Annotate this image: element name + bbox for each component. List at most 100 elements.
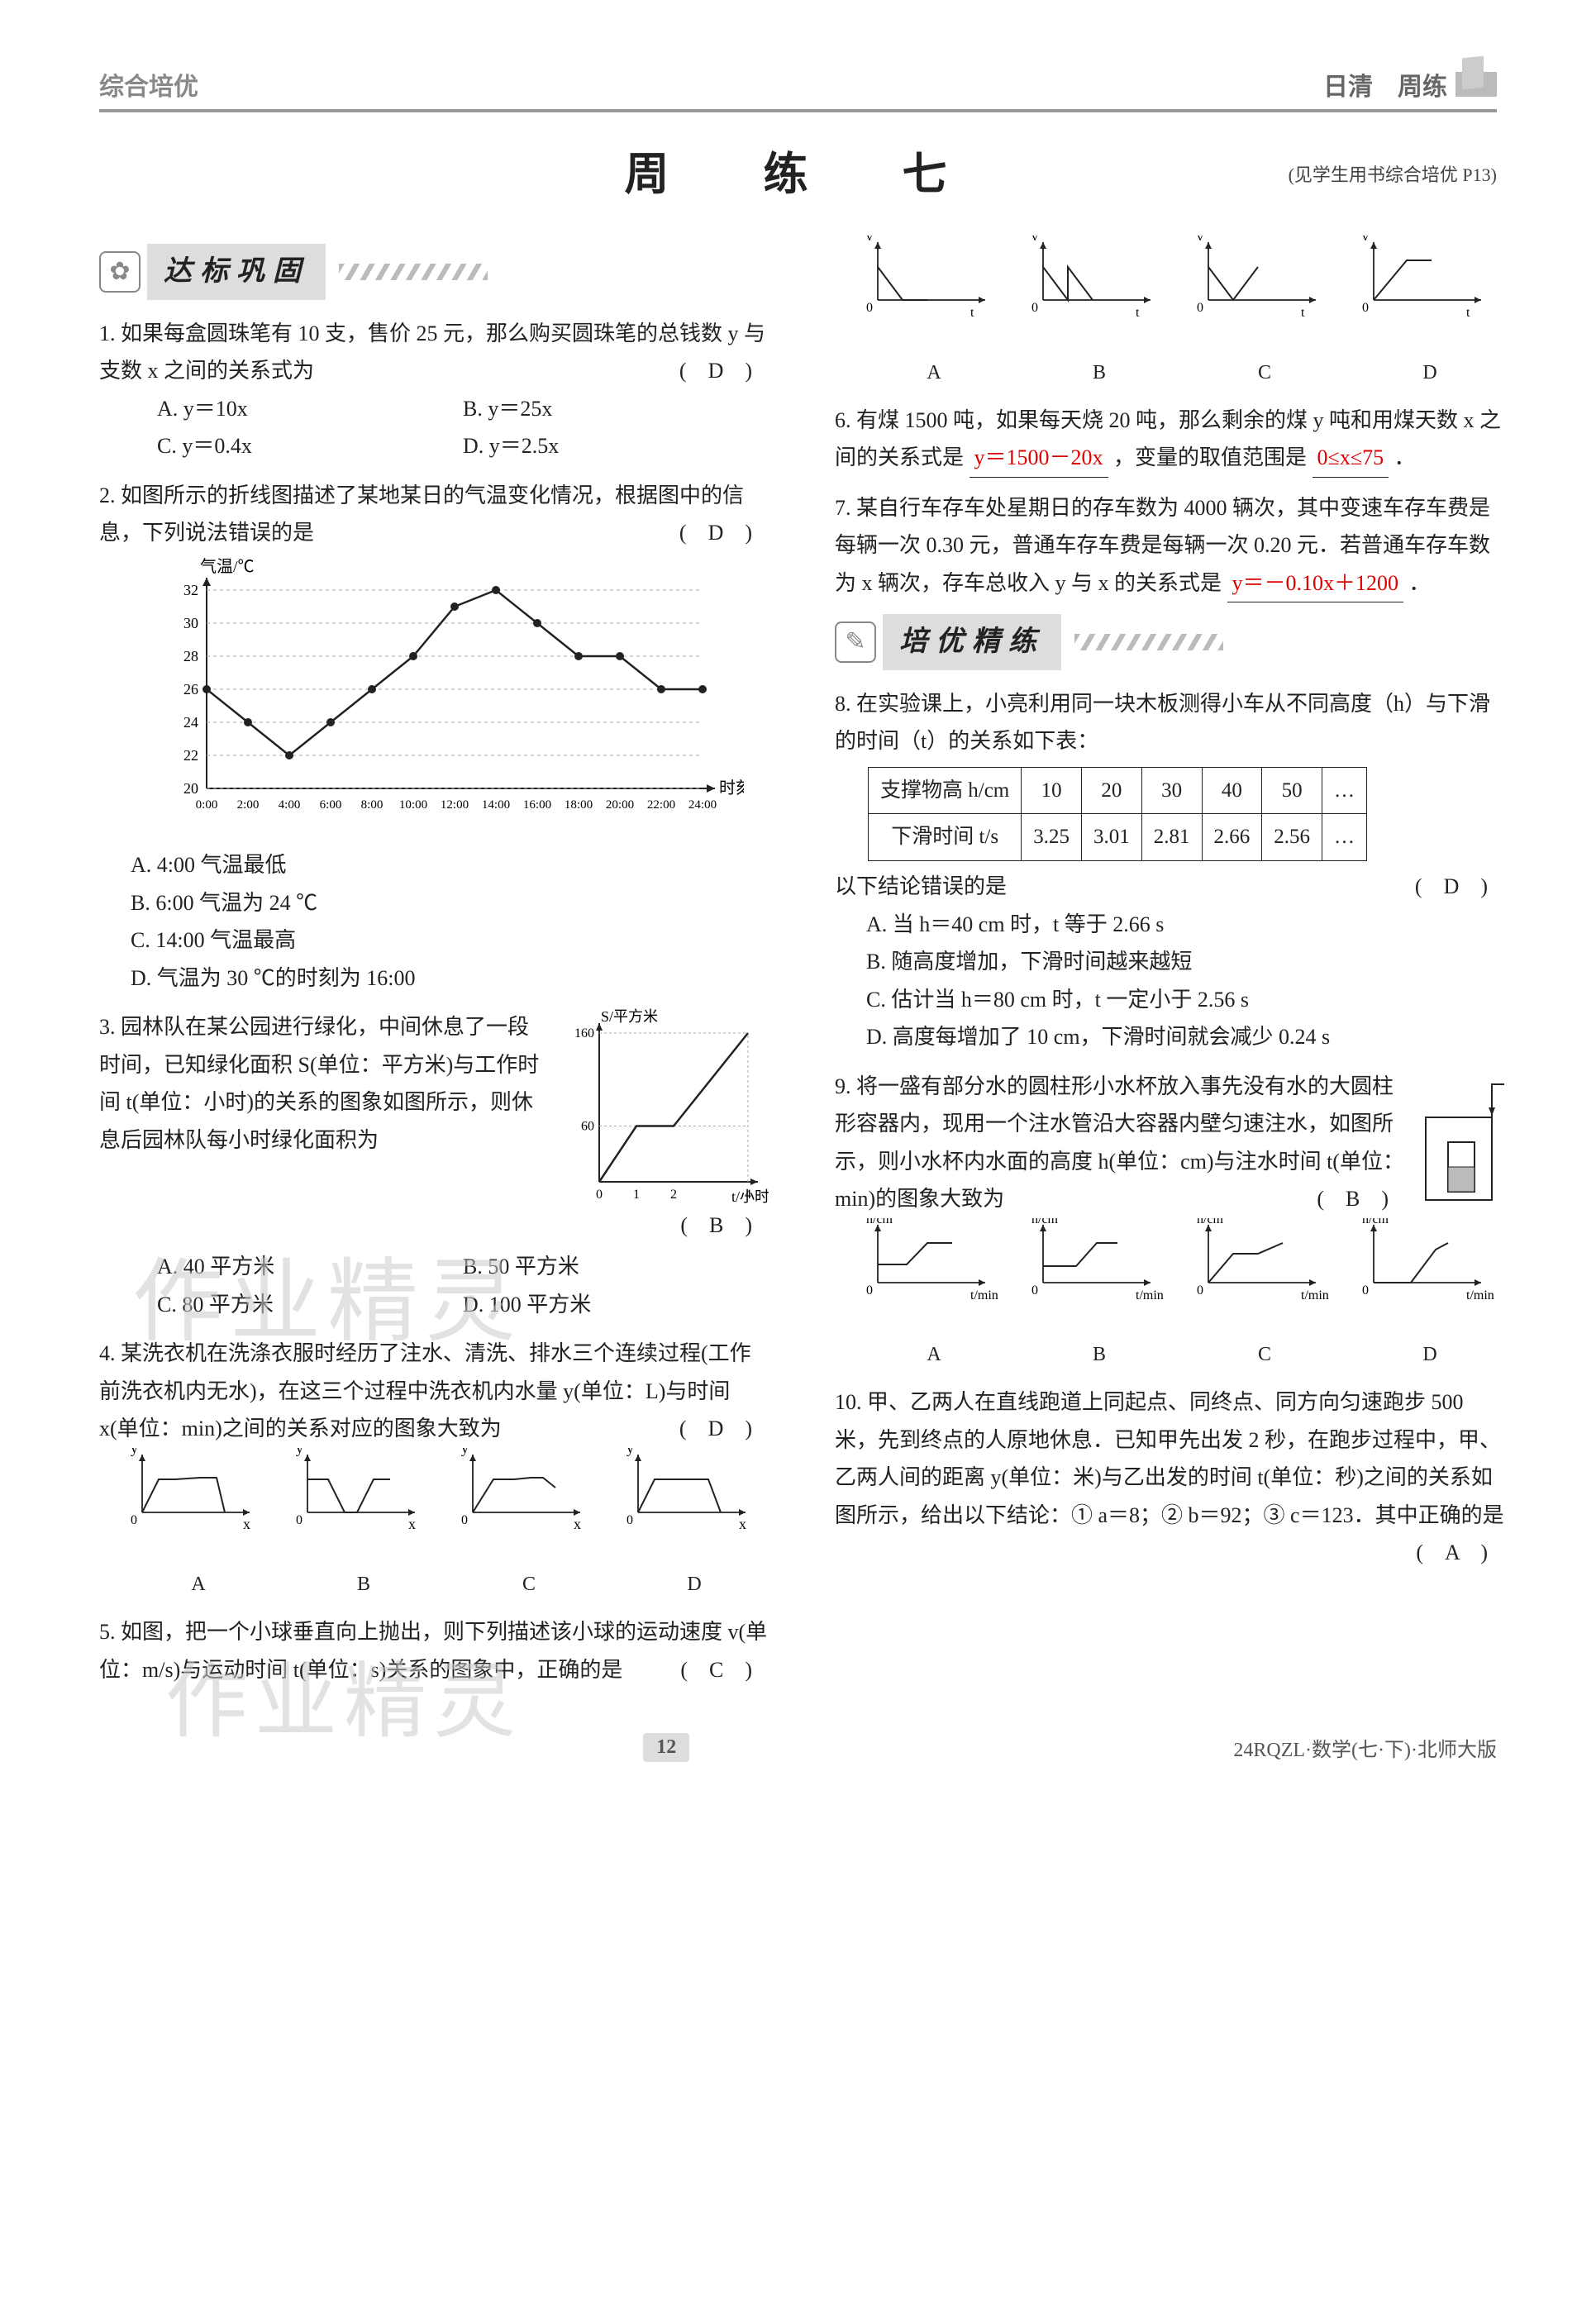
q9-answer: ( B ) xyxy=(1317,1180,1389,1218)
q8-follow: 以下结论错误的是 xyxy=(835,874,1007,898)
q2-opt-a: A. 4:00 气温最低 xyxy=(131,846,769,884)
q6-mid: ，变量的取值范围是 xyxy=(1113,445,1307,469)
q3-answer: ( B ) xyxy=(680,1207,752,1245)
svg-text:时刻: 时刻 xyxy=(719,779,744,798)
svg-text:h/cm: h/cm xyxy=(1031,1218,1059,1226)
svg-text:v: v xyxy=(1031,236,1038,244)
svg-text:t/min: t/min xyxy=(1136,1288,1164,1302)
q8-table: 支撑物高 h/cm1020304050…下滑时间 t/s3.253.012.81… xyxy=(868,767,1367,862)
svg-text:4:00: 4:00 xyxy=(279,798,301,812)
svg-text:t: t xyxy=(1466,306,1470,320)
svg-text:0: 0 xyxy=(866,1283,873,1298)
stripe-decoration xyxy=(1074,634,1223,650)
q3-chart: S/平方米t/小时601600124 xyxy=(554,1008,769,1207)
question-1: 1. 如果每盒圆珠笔有 10 支，售价 25 元，那么购买圆珠笔的总钱数 y 与… xyxy=(99,315,769,465)
table-row: 支撑物高 h/cm1020304050… xyxy=(869,767,1367,814)
gear-icon: ✿ xyxy=(99,251,141,293)
q3-opt-d: D. 100 平方米 xyxy=(463,1286,769,1324)
svg-text:2: 2 xyxy=(670,1188,677,1202)
q8-opt-c: C. 估计当 h＝80 cm 时，t 一定小于 2.56 s xyxy=(866,981,1504,1019)
stripe-decoration xyxy=(339,264,488,280)
svg-text:16:00: 16:00 xyxy=(523,798,551,812)
q1-answer: ( D ) xyxy=(679,352,752,390)
header-left: 综合培优 xyxy=(99,66,198,102)
table-cell: … xyxy=(1322,814,1367,861)
question-9: 9. 将一盛有部分水的圆柱形小水杯放入事先没有水的大圆柱形容器内，现用一个注水管… xyxy=(835,1068,1504,1373)
q3-opt-b: B. 50 平方米 xyxy=(463,1248,769,1286)
table-cell: … xyxy=(1322,767,1367,814)
svg-text:30: 30 xyxy=(183,615,198,631)
svg-text:0: 0 xyxy=(1031,1283,1038,1298)
svg-text:t: t xyxy=(1301,306,1305,320)
q5-charts: vt0Avt0Bvt0Cvt0D xyxy=(860,236,1504,390)
q1-opt-d: D. y＝2.5x xyxy=(463,427,769,465)
svg-text:1: 1 xyxy=(633,1188,640,1202)
q3-opt-a: A. 40 平方米 xyxy=(157,1248,463,1286)
svg-text:h/cm: h/cm xyxy=(1362,1218,1389,1226)
svg-text:22: 22 xyxy=(183,747,198,764)
svg-text:t/min: t/min xyxy=(970,1288,998,1302)
table-cell: 下滑时间 t/s xyxy=(869,814,1022,861)
table-cell: 40 xyxy=(1202,767,1262,814)
table-row: 下滑时间 t/s3.253.012.812.662.56… xyxy=(869,814,1367,861)
header-right: 日清 周练 xyxy=(1323,66,1497,102)
svg-text:18:00: 18:00 xyxy=(565,798,593,812)
svg-text:v: v xyxy=(866,236,873,244)
table-cell: 支撑物高 h/cm xyxy=(869,767,1022,814)
svg-text:0: 0 xyxy=(1031,301,1038,315)
question-4: 4. 某洗衣机在洗涤衣服时经历了注水、清洗、排水三个连续过程(工作前洗衣机内无水… xyxy=(99,1335,769,1602)
svg-text:4: 4 xyxy=(745,1188,751,1202)
q6-blank2: 0≤x≤75 xyxy=(1313,439,1389,478)
page-number: 12 xyxy=(643,1733,689,1762)
q4-answer: ( D ) xyxy=(679,1410,752,1448)
svg-text:气温/℃: 气温/℃ xyxy=(200,557,255,576)
svg-text:2:00: 2:00 xyxy=(237,798,260,812)
svg-text:0: 0 xyxy=(626,1513,633,1527)
svg-text:20: 20 xyxy=(183,780,198,797)
q1-opt-c: C. y＝0.4x xyxy=(157,427,463,465)
svg-text:0: 0 xyxy=(131,1513,137,1527)
svg-text:x: x xyxy=(574,1516,581,1532)
table-cell: 30 xyxy=(1141,767,1202,814)
svg-text:0: 0 xyxy=(1362,1283,1369,1298)
q9-charts: h/cmt/min0Ah/cmt/min0Bh/cmt/min0Ch/cmt/m… xyxy=(860,1218,1504,1373)
q1-opt-a: A. y＝10x xyxy=(157,390,463,428)
table-cell: 3.25 xyxy=(1022,814,1082,861)
question-7: 7. 某自行车存车处星期日的存车数为 4000 辆次，其中变速车存车费是每辆一次… xyxy=(835,489,1504,603)
book-icon xyxy=(1455,72,1497,97)
svg-text:x: x xyxy=(739,1516,746,1532)
question-8: 8. 在实验课上，小亮利用同一块木板测得小车从不同高度（h）与下滑的时间（t）的… xyxy=(835,685,1504,1056)
svg-text:t/min: t/min xyxy=(1301,1288,1329,1302)
pencil-icon: ✎ xyxy=(835,621,876,663)
svg-text:24: 24 xyxy=(183,714,198,731)
q1-opt-b: B. y＝25x xyxy=(463,390,769,428)
title-note: (见学生用书综合培优 P13) xyxy=(1289,160,1497,187)
q8-opt-a: A. 当 h＝40 cm 时，t 等于 2.66 s xyxy=(866,906,1504,944)
svg-text:0:00: 0:00 xyxy=(196,798,218,812)
q2-opt-c: C. 14:00 气温最高 xyxy=(131,921,769,960)
svg-text:20:00: 20:00 xyxy=(606,798,634,812)
q10-answer: ( A ) xyxy=(1416,1534,1488,1572)
svg-text:0: 0 xyxy=(1197,301,1203,315)
svg-text:v: v xyxy=(1197,236,1203,244)
question-5: 5. 如图，把一个小球垂直向上抛出，则下列描述该小球的运动速度 v(单位：m/s… xyxy=(99,1613,769,1688)
svg-text:0: 0 xyxy=(1197,1283,1203,1298)
left-column: ✿ 达标巩固 1. 如果每盒圆珠笔有 10 支，售价 25 元，那么购买圆珠笔的… xyxy=(99,236,769,1700)
section2-head: ✎ 培优精练 xyxy=(835,614,1504,670)
svg-text:0: 0 xyxy=(461,1513,468,1527)
svg-text:160: 160 xyxy=(574,1026,594,1040)
right-column: vt0Avt0Bvt0Cvt0D 6. 有煤 1500 吨，如果每天烧 20 吨… xyxy=(835,236,1504,1700)
svg-text:v: v xyxy=(1362,236,1369,244)
table-cell: 3.01 xyxy=(1082,814,1142,861)
question-3: 3. 园林队在某公园进行绿化，中间休息了一段时间，已知绿化面积 S(单位：平方米… xyxy=(99,1008,769,1323)
svg-text:26: 26 xyxy=(183,681,198,698)
footer-right: 24RQZL·数学(七·下)·北师大版 xyxy=(1233,1733,1497,1762)
svg-text:60: 60 xyxy=(581,1120,594,1134)
table-cell: 10 xyxy=(1022,767,1082,814)
svg-text:0: 0 xyxy=(596,1188,603,1202)
svg-text:22:00: 22:00 xyxy=(647,798,675,812)
q6-blank1: y＝1500－20x xyxy=(970,439,1108,478)
q10-text: 10. 甲、乙两人在直线跑道上同起点、同终点、同方向匀速跑步 500 米，先到终… xyxy=(835,1390,1504,1527)
svg-text:x: x xyxy=(408,1516,416,1532)
svg-text:S/平方米: S/平方米 xyxy=(601,1008,658,1025)
